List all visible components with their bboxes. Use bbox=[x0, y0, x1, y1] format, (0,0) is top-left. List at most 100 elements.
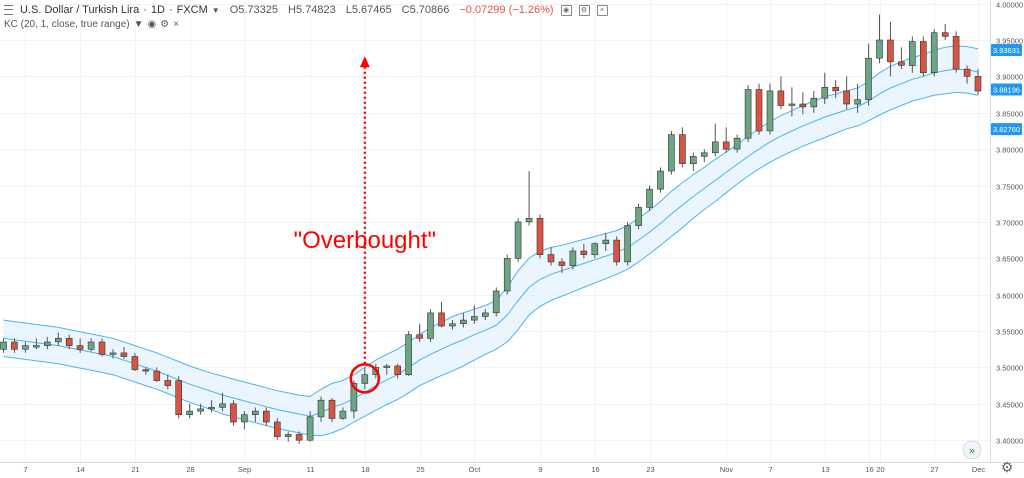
candle bbox=[919, 36, 927, 77]
candle bbox=[317, 396, 325, 422]
candle-body bbox=[525, 218, 533, 223]
candle-body bbox=[492, 290, 500, 314]
y-tick-label: 4.00000 bbox=[996, 1, 1023, 10]
candle bbox=[854, 83, 861, 113]
candle bbox=[252, 407, 259, 422]
candle bbox=[328, 397, 336, 422]
y-tick-label: 3.70000 bbox=[996, 219, 1023, 228]
chevron-down-icon[interactable]: ▼ bbox=[133, 19, 144, 30]
candle-body bbox=[876, 39, 883, 59]
candle-body bbox=[230, 403, 237, 423]
y-tick-label: 3.95000 bbox=[996, 37, 1023, 46]
candle-body bbox=[219, 403, 226, 408]
eye-icon[interactable]: ◉ bbox=[560, 4, 572, 16]
candle bbox=[876, 14, 883, 64]
candle-body bbox=[142, 369, 150, 372]
candle bbox=[503, 254, 511, 295]
candle-body bbox=[197, 408, 204, 412]
overbought-arrowhead bbox=[359, 56, 370, 68]
price-tag-label: 3.82760 bbox=[993, 125, 1020, 134]
candle bbox=[832, 80, 840, 99]
candle-body bbox=[98, 341, 106, 355]
candle-body bbox=[109, 352, 117, 355]
candle bbox=[602, 232, 610, 252]
price-tag: 3.88196 bbox=[991, 83, 1022, 96]
candle bbox=[711, 123, 719, 157]
eye-icon[interactable]: ◉ bbox=[147, 19, 157, 30]
time-axis[interactable]: 7 14 21 28 Sep 11 18 25 Oct 9 16 23 Nov 7 13 16 20 27 Dec bbox=[23, 465, 985, 474]
indicator-legend: KC (20, 1, close, true range) ▼ ◉ ⚙ × bbox=[4, 18, 179, 31]
candle bbox=[109, 349, 117, 359]
y-tick-label: 3.75000 bbox=[996, 183, 1023, 192]
candle-body bbox=[908, 41, 916, 66]
candle-body bbox=[668, 134, 675, 172]
exchange-label: FXCM bbox=[176, 4, 208, 16]
y-tick-label: 3.50000 bbox=[996, 364, 1023, 373]
candle bbox=[788, 87, 796, 117]
indicator-label[interactable]: KC (20, 1, close, true range) bbox=[4, 19, 130, 30]
candle-body bbox=[295, 434, 303, 441]
x-tick-label: 25 bbox=[416, 465, 424, 474]
y-tick-label: 3.80000 bbox=[996, 146, 1023, 155]
candle bbox=[952, 31, 960, 73]
candle bbox=[87, 338, 95, 352]
candle-body bbox=[777, 90, 785, 106]
gear-icon[interactable]: ⚙ bbox=[160, 19, 170, 30]
price-tag-label: 3.93631 bbox=[993, 46, 1020, 55]
candle-body bbox=[700, 152, 708, 157]
candle bbox=[416, 323, 423, 342]
candle-body bbox=[120, 352, 128, 357]
price-axis[interactable]: 3.40000 3.45000 3.50000 3.55000 3.60000 3.650… bbox=[996, 1, 1023, 446]
candle bbox=[306, 411, 314, 442]
candle bbox=[821, 72, 829, 105]
candle bbox=[941, 24, 949, 41]
x-tick-label: 20 bbox=[876, 465, 884, 474]
close-icon[interactable]: × bbox=[173, 19, 180, 30]
candle bbox=[142, 367, 150, 375]
candle-body bbox=[711, 141, 719, 154]
x-tick-label: Dec bbox=[972, 465, 986, 474]
hamburger-menu-icon[interactable] bbox=[4, 5, 13, 15]
candle-body bbox=[569, 250, 577, 266]
scroll-to-realtime-button[interactable]: » bbox=[962, 440, 982, 460]
candle-body bbox=[919, 41, 927, 74]
candle bbox=[98, 338, 106, 357]
candle-body bbox=[405, 334, 412, 376]
candle-body bbox=[602, 239, 610, 245]
overbought-label: "Overbought" bbox=[294, 227, 436, 254]
candle-body bbox=[11, 341, 18, 350]
x-tick-label: 27 bbox=[930, 465, 938, 474]
channel-lower-line bbox=[3, 91, 979, 437]
candle-body bbox=[865, 57, 872, 101]
y-tick-label: 3.45000 bbox=[996, 401, 1023, 410]
candle bbox=[339, 407, 347, 420]
candle bbox=[898, 47, 905, 70]
candle-body bbox=[131, 356, 139, 370]
candle bbox=[930, 29, 938, 77]
candle-body bbox=[76, 345, 84, 350]
gear-icon[interactable]: ⚙ bbox=[578, 4, 590, 16]
candle-body bbox=[646, 188, 653, 208]
candle-body bbox=[438, 312, 445, 327]
close-icon[interactable]: × bbox=[596, 4, 608, 16]
candle bbox=[22, 341, 29, 353]
ohlc-close: C5.70866 bbox=[401, 4, 450, 16]
candle-body bbox=[208, 407, 215, 410]
y-tick-label: 3.55000 bbox=[996, 328, 1023, 337]
candle-body bbox=[514, 221, 522, 259]
candle bbox=[635, 203, 642, 230]
candle-body bbox=[481, 312, 489, 317]
candle bbox=[525, 170, 533, 226]
candle-body bbox=[744, 89, 752, 139]
x-tick-label: 9 bbox=[538, 465, 542, 474]
interval-separator: · bbox=[143, 4, 147, 16]
settings-gear-icon[interactable]: ⚙ bbox=[1000, 459, 1014, 475]
chevron-down-icon[interactable]: ▼ bbox=[211, 5, 220, 15]
symbol-name[interactable]: U.S. Dollar / Turkish Lira bbox=[20, 4, 140, 16]
interval-label[interactable]: 1D bbox=[150, 4, 165, 16]
candle bbox=[492, 287, 500, 317]
candle-body bbox=[361, 374, 369, 384]
candle bbox=[887, 21, 894, 77]
candle bbox=[449, 320, 456, 330]
